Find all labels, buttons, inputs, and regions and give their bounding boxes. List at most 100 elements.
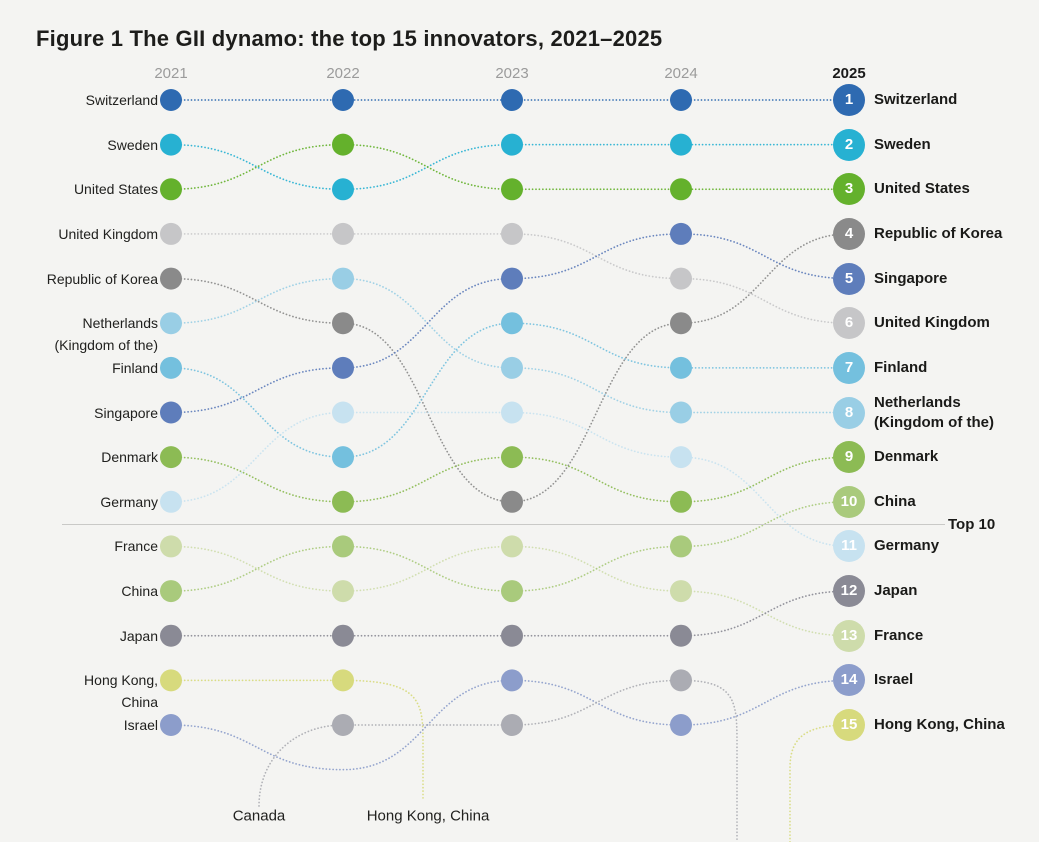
- rank-dot: [670, 401, 692, 424]
- country-right-label: Switzerland: [874, 91, 958, 108]
- country-right-label: Finland: [874, 358, 928, 376]
- year-label-2024: 2024: [664, 65, 698, 82]
- year-label-2025: 2025: [832, 65, 866, 82]
- rank-badge-2025: 7: [833, 351, 865, 384]
- rank-dot: [160, 312, 182, 335]
- rank-dot: [501, 133, 523, 156]
- rank-dot: [160, 356, 182, 379]
- rank-dot: [160, 178, 182, 201]
- rank-dot: [670, 89, 692, 111]
- rank-dot: [332, 356, 354, 379]
- dropout-country-label: Hong Kong, China: [366, 807, 490, 825]
- rank-dot: [670, 580, 692, 603]
- rank-dot: [501, 89, 523, 111]
- rank-dot: [160, 133, 182, 156]
- rank-dot: [160, 669, 182, 692]
- country-left-label: Singapore: [94, 404, 158, 421]
- country-left-label: Hong Kong, China: [84, 672, 158, 711]
- rank-dot: [160, 490, 182, 513]
- country-right-label: Denmark: [874, 448, 939, 466]
- rank-dot: [501, 714, 523, 737]
- country-left-label: Netherlands (Kingdom of the): [54, 315, 159, 354]
- rank-dot: [332, 178, 354, 201]
- rank-dot: [670, 490, 692, 513]
- rank-dot: [670, 178, 692, 201]
- rank-dot: [332, 714, 354, 737]
- rank-badge-2025: 3: [833, 173, 865, 206]
- rank-badge-2025: 10: [833, 485, 865, 518]
- rank-dot: [501, 312, 523, 335]
- rank-dot: [501, 178, 523, 201]
- rank-dot: [332, 222, 354, 245]
- country-right-label: Singapore: [874, 269, 948, 287]
- rank-dot: [670, 133, 692, 156]
- rank-dot: [160, 222, 182, 245]
- rank-dot: [332, 669, 354, 692]
- rank-dot: [160, 535, 182, 558]
- rank-line: [170, 590, 850, 637]
- figure-title: Figure 1 The GII dynamo: the top 15 inno…: [36, 26, 663, 51]
- rank-dot: [160, 89, 182, 111]
- rank-dot: [332, 401, 354, 424]
- rank-dot: [501, 669, 523, 692]
- rank-line: [170, 411, 850, 548]
- rank-dot: [670, 356, 692, 379]
- country-left-label: France: [114, 538, 158, 555]
- rank-dot: [501, 356, 523, 379]
- country-right-label: Hong Kong, China: [874, 716, 1005, 733]
- rank-dot: [670, 624, 692, 647]
- rank-dot: [332, 624, 354, 647]
- country-right-label: Israel: [874, 671, 914, 689]
- rank-dot: [501, 401, 523, 424]
- rank-dot: [501, 446, 523, 469]
- rank-dot: [160, 401, 182, 424]
- rank-dot: [332, 580, 354, 603]
- rank-line: [170, 143, 850, 191]
- rank-line: [170, 679, 850, 842]
- rank-line: [170, 277, 850, 414]
- country-left-label: Japan: [119, 627, 158, 644]
- country-left-label: Switzerland: [85, 92, 158, 108]
- rank-dot: [670, 446, 692, 469]
- top10-divider-line: [62, 524, 945, 525]
- rank-dot: [670, 222, 692, 245]
- rank-dot: [160, 580, 182, 603]
- country-left-label: Germany: [100, 493, 158, 510]
- year-label-2022: 2022: [326, 65, 360, 82]
- country-left-label: China: [121, 583, 158, 600]
- rank-dot: [501, 580, 523, 603]
- country-right-label: China: [874, 492, 916, 510]
- country-right-label: Japan: [874, 582, 918, 600]
- rank-dot: [501, 490, 523, 513]
- rank-dot: [670, 714, 692, 737]
- rank-badge-2025: 8: [833, 396, 865, 429]
- rank-dot: [160, 267, 182, 290]
- year-label-2021: 2021: [154, 65, 188, 82]
- rank-badge-2025: 5: [833, 262, 865, 295]
- country-right-label: Germany: [874, 537, 940, 555]
- rank-dot: [332, 89, 354, 111]
- country-left-label: Republic of Korea: [46, 270, 158, 287]
- rank-dot: [670, 669, 692, 692]
- rank-badge-2025: 11: [833, 530, 865, 563]
- country-right-label: United States: [874, 180, 970, 198]
- rank-dot: [501, 222, 523, 245]
- country-left-label: Denmark: [101, 449, 158, 466]
- rank-badge-2025: 15: [833, 709, 865, 741]
- country-right-label: United Kingdom: [874, 314, 990, 332]
- country-left-label: United Kingdom: [58, 225, 158, 242]
- rank-badge-2025: 2: [833, 128, 865, 161]
- rank-badge-2025: 4: [833, 217, 865, 250]
- country-left-label: Sweden: [107, 136, 158, 153]
- top10-label: Top 10: [948, 516, 996, 533]
- rank-badge-2025: 1: [833, 84, 865, 116]
- rank-dot: [501, 267, 523, 290]
- country-right-label: Sweden: [874, 135, 931, 153]
- rank-line: [170, 322, 850, 458]
- rank-dot: [332, 535, 354, 558]
- rank-badge-2025: 12: [833, 575, 865, 608]
- rank-badge-2025: 14: [833, 664, 865, 697]
- rank-dot: [332, 312, 354, 335]
- rank-line: [258, 679, 738, 842]
